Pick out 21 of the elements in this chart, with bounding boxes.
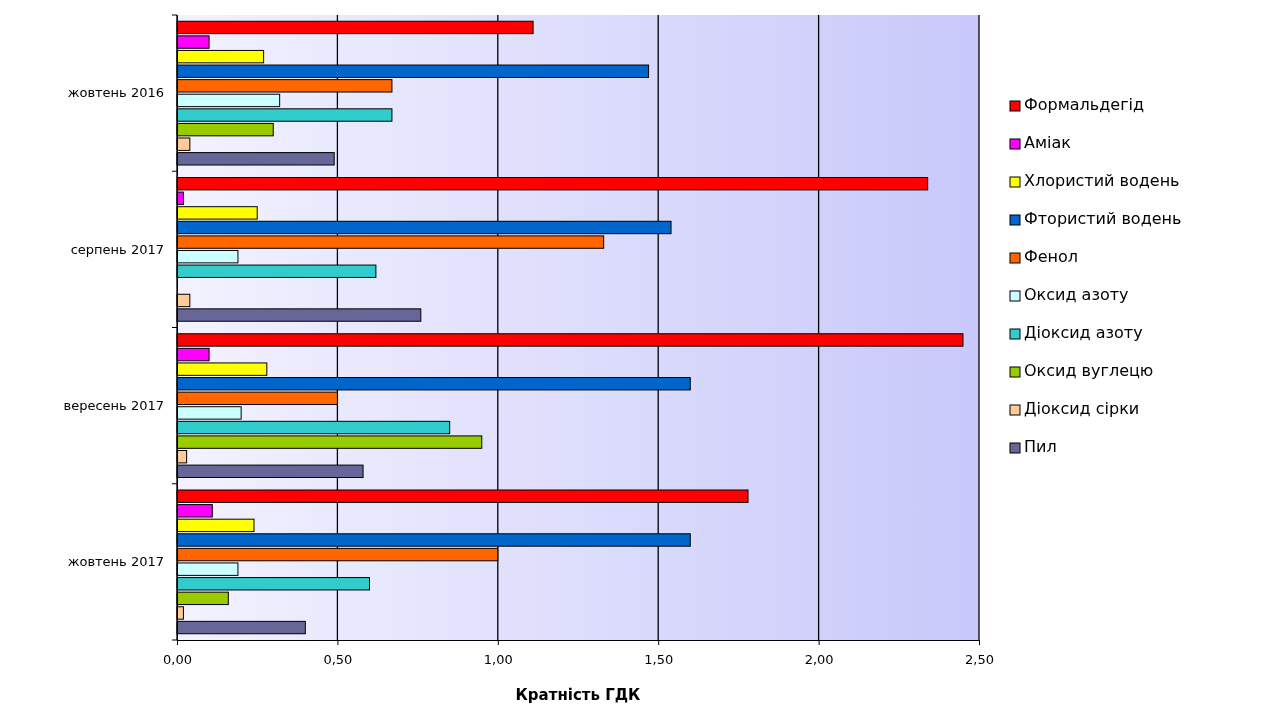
legend-label: Діоксид азоту — [1024, 323, 1143, 342]
y-tick-label: жовтень 2016 — [67, 85, 164, 101]
x-tick-label: 0,00 — [163, 651, 192, 667]
x-axis-title: Кратність ГДК — [515, 686, 642, 704]
legend-label: Фтористий водень — [1024, 209, 1182, 228]
x-tick-label: 1,00 — [483, 651, 513, 667]
legend-label: Оксид азоту — [1024, 285, 1129, 304]
y-tick-label: вересень 2017 — [63, 397, 164, 413]
legend-label: Формальдегід — [1024, 95, 1145, 114]
legend-label: Діоксид сірки — [1024, 399, 1140, 418]
y-tick-label: жовтень 2017 — [67, 554, 164, 570]
legend-label: Хлористий водень — [1024, 171, 1180, 190]
x-tick-label: 2,50 — [965, 651, 994, 667]
y-tick-label: серпень 2017 — [70, 241, 164, 257]
x-tick-label: 2,00 — [804, 651, 834, 667]
legend-label: Аміак — [1024, 133, 1072, 152]
x-tick-label: 1,50 — [644, 651, 674, 667]
x-tick-label: 0,50 — [323, 651, 353, 667]
legend-label: Пил — [1024, 437, 1057, 456]
legend-label: Фенол — [1024, 247, 1079, 266]
legend-label: Оксид вуглецю — [1024, 361, 1154, 380]
